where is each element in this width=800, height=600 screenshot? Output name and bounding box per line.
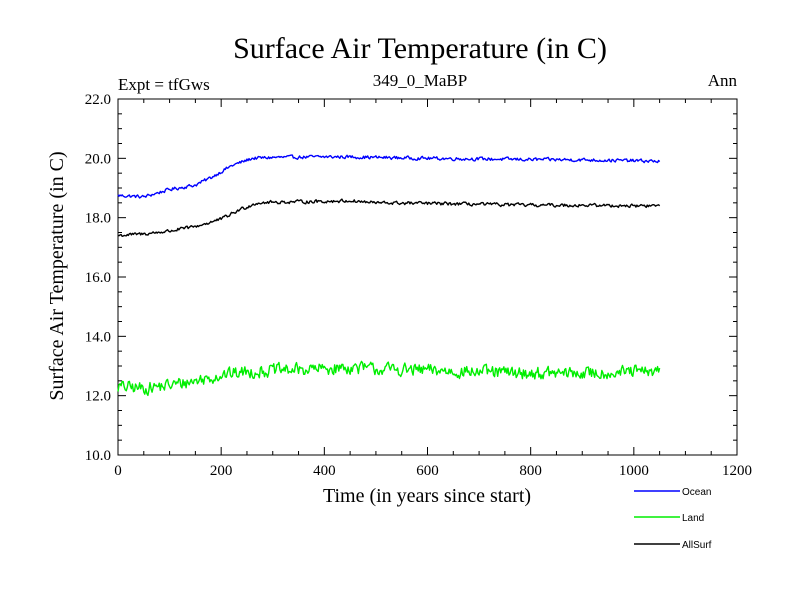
- x-tick-label: 1000: [619, 463, 649, 479]
- x-tick-label: 0: [114, 463, 122, 479]
- experiment-label: Expt = tfGws: [118, 75, 210, 94]
- y-axis-label: Surface Air Temperature (in C): [46, 151, 68, 400]
- series-line-allsurf: [117, 198, 661, 237]
- y-tick-label: 14.0: [85, 329, 111, 345]
- plot-frame: [117, 98, 738, 456]
- y-tick-label: 12.0: [85, 389, 111, 405]
- y-tick-label: 18.0: [85, 211, 111, 227]
- series-line-ocean: [117, 154, 661, 199]
- x-axis-label: Time (in years since start): [323, 485, 531, 507]
- axis-ticks: 0 200 400 600 800 1000 1200 10.0 12.0 14.0 16.0 18.…: [85, 92, 752, 479]
- x-tick-label: 1200: [722, 463, 752, 479]
- y-tick-label: 10.0: [85, 448, 111, 464]
- series-line-land: [117, 360, 661, 397]
- legend-label-allsurf: AllSurf: [682, 540, 712, 551]
- y-tick-label: 22.0: [85, 92, 111, 108]
- chart-subtitle: 349_0_MaBP: [373, 71, 467, 90]
- series-layer: [117, 154, 661, 397]
- y-tick-label: 20.0: [85, 151, 111, 167]
- chart-title: Surface Air Temperature (in C): [233, 32, 607, 65]
- x-tick-label: 800: [519, 463, 542, 479]
- legend: Ocean Land AllSurf: [634, 487, 712, 551]
- x-tick-label: 400: [313, 463, 336, 479]
- y-tick-label: 16.0: [85, 270, 111, 286]
- x-tick-label: 600: [416, 463, 439, 479]
- season-label: Ann: [708, 71, 738, 90]
- legend-label-ocean: Ocean: [682, 487, 711, 498]
- x-tick-label: 200: [210, 463, 233, 479]
- legend-label-land: Land: [682, 513, 704, 524]
